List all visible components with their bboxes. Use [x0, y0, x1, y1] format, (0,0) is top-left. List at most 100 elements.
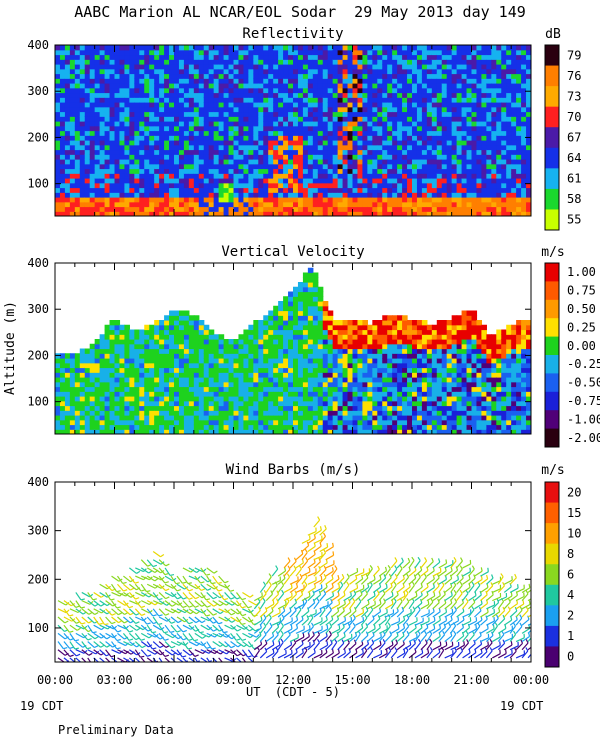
reflectivity-cell — [362, 206, 368, 212]
velocity-cell — [332, 324, 339, 331]
velocity-cell — [337, 381, 344, 388]
reflectivity-cell — [382, 149, 388, 155]
reflectivity-cell — [64, 201, 71, 208]
reflectivity-cell — [238, 45, 245, 51]
reflectivity-cell — [288, 144, 294, 151]
velocity-cell — [248, 429, 254, 434]
reflectivity-cell — [193, 97, 200, 103]
velocity-cell — [327, 381, 334, 388]
velocity-cell — [342, 381, 349, 388]
velocity-cell — [332, 405, 339, 411]
reflectivity-cell — [476, 83, 483, 89]
reflectivity-cell — [481, 83, 487, 89]
reflectivity-cell — [124, 211, 130, 216]
reflectivity-cell — [59, 68, 66, 75]
reflectivity-cell — [476, 192, 483, 198]
velocity-cell — [223, 405, 230, 411]
reflectivity-cell — [94, 106, 101, 113]
reflectivity-cell — [521, 140, 527, 146]
reflectivity-cell — [119, 144, 126, 151]
reflectivity-cell — [342, 121, 349, 127]
velocity-cell — [288, 381, 294, 388]
reflectivity-cell — [129, 192, 135, 198]
reflectivity-cell — [89, 97, 96, 103]
reflectivity-cell — [451, 130, 458, 136]
reflectivity-cell — [134, 154, 140, 160]
reflectivity-cell — [164, 201, 170, 208]
reflectivity-cell — [297, 68, 304, 75]
velocity-cell — [203, 419, 210, 426]
reflectivity-cell — [377, 192, 383, 198]
reflectivity-cell — [501, 201, 507, 208]
reflectivity-cell — [183, 178, 190, 184]
velocity-cell — [149, 424, 155, 430]
reflectivity-cell — [183, 102, 190, 108]
velocity-cell — [198, 377, 205, 383]
reflectivity-cell — [431, 187, 438, 193]
reflectivity-cell — [253, 163, 259, 170]
reflectivity-cell — [322, 121, 329, 127]
reflectivity-cell — [476, 130, 483, 136]
reflectivity-cell — [506, 125, 512, 132]
velocity-cell — [154, 391, 160, 397]
reflectivity-cell — [89, 64, 96, 70]
velocity-cell — [154, 396, 160, 402]
reflectivity-cell — [421, 83, 428, 89]
reflectivity-cell — [144, 121, 150, 127]
reflectivity-cell — [377, 78, 383, 84]
velocity-cell — [119, 410, 126, 416]
reflectivity-cell — [481, 173, 487, 179]
reflectivity-cell — [149, 54, 155, 60]
reflectivity-cell — [218, 121, 225, 127]
reflectivity-cell — [273, 197, 279, 203]
reflectivity-cell — [416, 83, 423, 89]
velocity-cell — [297, 386, 304, 392]
velocity-cell — [297, 291, 304, 297]
reflectivity-cell — [322, 116, 329, 122]
reflectivity-cell — [367, 192, 373, 198]
reflectivity-cell — [233, 78, 240, 84]
reflectivity-cell — [392, 163, 398, 170]
reflectivity-cell — [104, 168, 111, 174]
reflectivity-cell — [253, 192, 259, 198]
reflectivity-cell — [466, 68, 473, 75]
reflectivity-cell — [516, 54, 522, 60]
reflectivity-cell — [302, 68, 309, 75]
velocity-cell — [178, 324, 185, 331]
reflectivity-cell — [104, 59, 111, 65]
velocity-cell — [268, 329, 274, 335]
reflectivity-cell — [416, 59, 423, 65]
reflectivity-cell — [233, 192, 240, 198]
velocity-cell — [263, 320, 269, 326]
reflectivity-cell — [183, 87, 190, 94]
reflectivity-cell — [164, 154, 170, 160]
reflectivity-cell — [402, 140, 408, 146]
reflectivity-cell — [99, 130, 106, 136]
reflectivity-cell — [426, 97, 433, 103]
reflectivity-cell — [421, 135, 428, 141]
velocity-cell — [228, 353, 235, 359]
reflectivity-cell — [476, 173, 483, 179]
reflectivity-cell — [481, 135, 487, 141]
reflectivity-cell — [253, 178, 259, 184]
velocity-cell — [342, 405, 349, 411]
reflectivity-cell — [263, 116, 269, 122]
velocity-cell — [193, 405, 200, 411]
velocity-cell — [203, 400, 210, 407]
reflectivity-cell — [188, 87, 195, 94]
reflectivity-cell — [357, 97, 364, 103]
velocity-cell — [297, 391, 304, 397]
reflectivity-cell — [392, 102, 398, 108]
reflectivity-cell — [134, 192, 140, 198]
velocity-cell — [307, 277, 314, 283]
reflectivity-cell — [119, 178, 126, 184]
reflectivity-cell — [198, 87, 205, 94]
reflectivity-cell — [491, 78, 497, 84]
reflectivity-cell — [169, 73, 175, 79]
velocity-cell — [288, 310, 294, 316]
velocity-cell — [149, 415, 155, 421]
velocity-cell — [307, 315, 314, 321]
velocity-cell — [149, 358, 155, 364]
reflectivity-cell — [238, 102, 245, 108]
reflectivity-cell — [238, 192, 245, 198]
